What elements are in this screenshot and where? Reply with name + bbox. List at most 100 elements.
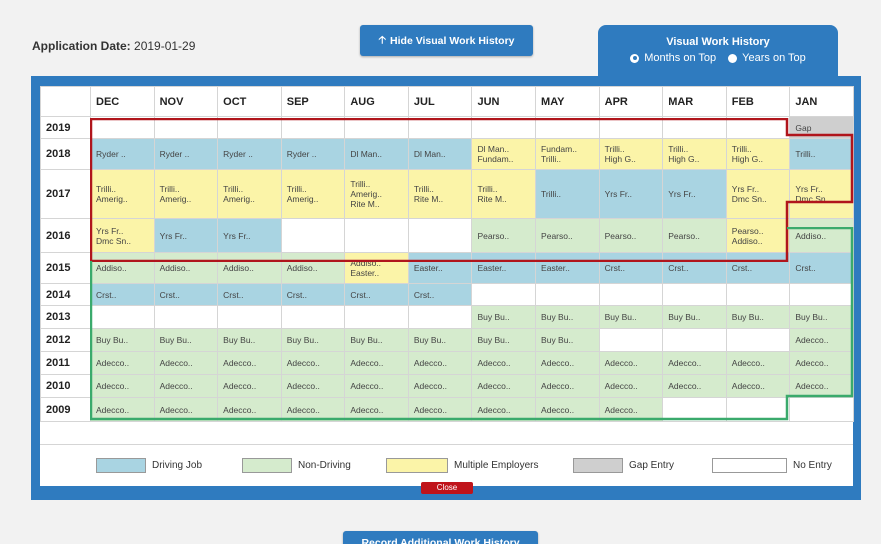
hide-visual-work-history-button[interactable]: 🡡 Hide Visual Work History [360, 25, 533, 56]
history-cell[interactable]: Crst.. [662, 252, 727, 284]
history-cell[interactable]: Adecco.. [535, 351, 600, 375]
history-cell[interactable]: Ryder .. [217, 138, 282, 170]
history-cell[interactable]: Trilli.. Amerig.. Rite M.. [344, 169, 409, 219]
history-cell[interactable]: Adecco.. [407, 397, 473, 422]
history-cell[interactable]: Trilli.. Rite M.. [407, 169, 473, 219]
history-cell[interactable]: Trilli.. Amerig.. [90, 169, 155, 219]
radio-months-on-top[interactable]: Months on Top [630, 52, 716, 64]
history-cell[interactable]: Addiso.. [90, 252, 155, 284]
history-cell[interactable]: Adecco.. [598, 351, 664, 375]
history-cell[interactable]: Adecco.. [471, 351, 537, 375]
history-cell[interactable]: Adecco.. [471, 397, 537, 422]
history-cell[interactable]: Buy Bu.. [662, 305, 727, 329]
history-cell[interactable]: Ryder .. [90, 138, 155, 170]
history-cell[interactable]: Adecco.. [344, 374, 409, 398]
history-cell[interactable]: Trilli.. [789, 138, 854, 170]
history-cell[interactable]: Easter.. [471, 252, 537, 284]
history-cell[interactable]: Addiso.. [280, 252, 346, 284]
history-cell[interactable]: Buy Bu.. [535, 305, 600, 329]
history-cell[interactable]: Adecco.. [280, 374, 346, 398]
history-cell[interactable]: Adecco.. [344, 351, 409, 375]
history-cell[interactable]: Adecco.. [217, 374, 282, 398]
history-cell[interactable]: Crst.. [217, 283, 282, 306]
history-cell[interactable]: Adecco.. [280, 351, 346, 375]
history-cell[interactable]: Trilli.. High G.. [662, 138, 727, 170]
history-cell[interactable]: Crst.. [153, 283, 219, 306]
history-cell[interactable]: Gap [789, 116, 854, 139]
history-cell[interactable]: Addiso.. [217, 252, 282, 284]
radio-years-on-top[interactable]: Years on Top [728, 52, 806, 64]
history-cell[interactable]: Yrs Fr.. [217, 218, 282, 253]
history-cell[interactable]: Easter.. [407, 252, 473, 284]
history-cell[interactable]: Trilli.. High G.. [725, 138, 791, 170]
history-cell[interactable]: Fundam.. Trilli.. [535, 138, 600, 170]
history-cell[interactable]: Pearso.. [535, 218, 600, 253]
history-cell[interactable]: Dl Man.. Fundam.. [471, 138, 537, 170]
history-cell[interactable]: Yrs Fr.. Dmc Sn.. [789, 169, 854, 219]
history-cell[interactable]: Adecco.. [535, 397, 600, 422]
history-cell[interactable]: Adecco.. [662, 374, 727, 398]
history-cell[interactable]: Trilli.. Amerig.. [153, 169, 219, 219]
history-cell[interactable]: Adecco.. [662, 351, 727, 375]
history-cell[interactable]: Buy Bu.. [598, 305, 664, 329]
history-cell[interactable]: Adecco.. [153, 374, 219, 398]
history-cell[interactable]: Adecco.. [535, 374, 600, 398]
history-cell[interactable]: Buy Bu.. [153, 328, 219, 352]
history-cell[interactable]: Pearso.. Addiso.. [725, 218, 791, 253]
history-cell[interactable]: Yrs Fr.. [598, 169, 664, 219]
history-cell[interactable]: Easter.. [535, 252, 600, 284]
history-cell[interactable]: Pearso.. [598, 218, 664, 253]
history-cell[interactable]: Trilli.. Amerig.. [280, 169, 346, 219]
history-cell[interactable]: Buy Bu.. [725, 305, 791, 329]
history-cell[interactable]: Adecco.. [90, 397, 155, 422]
history-cell[interactable]: Adecco.. [598, 397, 664, 422]
history-cell[interactable]: Adecco.. [90, 374, 155, 398]
history-cell[interactable]: Adecco.. [153, 397, 219, 422]
history-cell[interactable]: Adecco.. [344, 397, 409, 422]
history-cell[interactable]: Adecco.. [407, 374, 473, 398]
history-cell[interactable]: Adecco.. [789, 328, 854, 352]
history-cell[interactable]: Crst.. [407, 283, 473, 306]
history-cell[interactable]: Buy Bu.. [471, 305, 537, 329]
history-cell[interactable]: Pearso.. [662, 218, 727, 253]
history-cell[interactable]: Buy Bu.. [471, 328, 537, 352]
history-cell[interactable]: Adecco.. [725, 374, 791, 398]
history-cell[interactable]: Crst.. [280, 283, 346, 306]
history-cell[interactable]: Adecco.. [598, 374, 664, 398]
history-cell[interactable]: Crst.. [90, 283, 155, 306]
history-cell[interactable]: Pearso.. [471, 218, 537, 253]
history-cell[interactable]: Buy Bu.. [789, 305, 854, 329]
history-cell[interactable]: Yrs Fr.. Dmc Sn.. [725, 169, 791, 219]
history-cell[interactable]: Adecco.. [725, 351, 791, 375]
history-cell[interactable]: Adecco.. [471, 374, 537, 398]
history-cell[interactable]: Dl Man.. [407, 138, 473, 170]
history-cell[interactable]: Buy Bu.. [407, 328, 473, 352]
history-cell[interactable]: Adecco.. [217, 397, 282, 422]
history-cell[interactable]: Addiso.. [153, 252, 219, 284]
history-cell[interactable]: Trilli.. [535, 169, 600, 219]
history-cell[interactable]: Trilli.. Amerig.. [217, 169, 282, 219]
history-cell[interactable]: Yrs Fr.. Dmc Sn.. [90, 218, 155, 253]
history-cell[interactable]: Buy Bu.. [280, 328, 346, 352]
history-cell[interactable]: Crst.. [725, 252, 791, 284]
history-cell[interactable]: Yrs Fr.. [153, 218, 219, 253]
history-cell[interactable]: Adecco.. [217, 351, 282, 375]
history-cell[interactable]: Addiso.. Easter.. [344, 252, 409, 284]
history-cell[interactable]: Yrs Fr.. [662, 169, 727, 219]
history-cell[interactable]: Crst.. [598, 252, 664, 284]
history-cell[interactable]: Dl Man.. [344, 138, 409, 170]
history-cell[interactable]: Ryder .. [153, 138, 219, 170]
history-cell[interactable]: Ryder .. [280, 138, 346, 170]
history-cell[interactable]: Addiso.. [789, 218, 854, 253]
history-cell[interactable]: Buy Bu.. [90, 328, 155, 352]
history-cell[interactable]: Buy Bu.. [217, 328, 282, 352]
history-cell[interactable]: Adecco.. [789, 374, 854, 398]
history-cell[interactable]: Buy Bu.. [535, 328, 600, 352]
history-cell[interactable]: Adecco.. [789, 351, 854, 375]
history-cell[interactable]: Adecco.. [280, 397, 346, 422]
history-cell[interactable]: Crst.. [344, 283, 409, 306]
history-cell[interactable]: Trilli.. Rite M.. [471, 169, 537, 219]
history-cell[interactable]: Adecco.. [90, 351, 155, 375]
history-cell[interactable]: Buy Bu.. [344, 328, 409, 352]
record-additional-work-history-button[interactable]: Record Additional Work History [343, 531, 538, 544]
